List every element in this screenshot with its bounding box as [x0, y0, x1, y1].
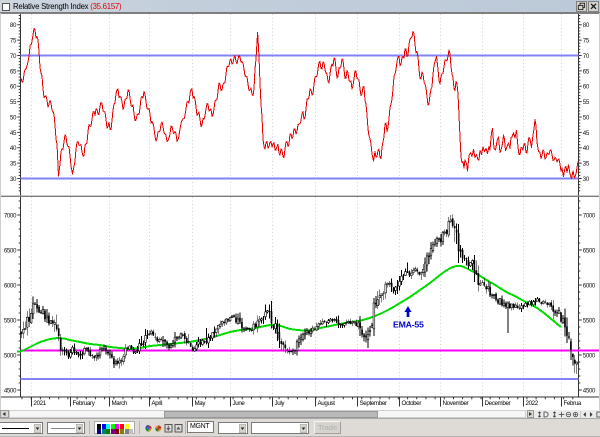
svg-text:September: September	[360, 400, 387, 407]
svg-text:35: 35	[10, 161, 17, 168]
svg-text:April: April	[152, 400, 163, 407]
svg-text:35: 35	[583, 161, 590, 168]
svg-text:80: 80	[10, 22, 17, 29]
svg-text:6000: 6000	[583, 282, 596, 289]
svg-text:6000: 6000	[4, 282, 17, 289]
svg-text:6500: 6500	[583, 247, 596, 254]
svg-text:40: 40	[583, 145, 590, 152]
svg-text:75: 75	[10, 38, 17, 45]
svg-text:July: July	[275, 400, 286, 407]
svg-text:August: August	[318, 400, 336, 407]
svg-text:2021: 2021	[34, 400, 47, 407]
svg-text:70: 70	[583, 53, 590, 60]
svg-text:December: December	[485, 400, 511, 407]
svg-text:March: March	[112, 400, 128, 407]
svg-text:5000: 5000	[583, 352, 596, 359]
svg-text:65: 65	[10, 68, 17, 75]
svg-text:45: 45	[583, 130, 590, 137]
svg-text:50: 50	[10, 114, 17, 121]
svg-text:55: 55	[583, 99, 590, 106]
svg-text:4500: 4500	[583, 387, 596, 394]
svg-text:60: 60	[10, 84, 17, 91]
svg-text:45: 45	[10, 130, 17, 137]
svg-text:Februa: Februa	[564, 400, 582, 407]
svg-text:75: 75	[583, 38, 590, 45]
svg-text:30: 30	[10, 176, 17, 183]
svg-text:6500: 6500	[4, 247, 17, 254]
svg-text:7000: 7000	[4, 212, 17, 219]
svg-text:7000: 7000	[583, 212, 596, 219]
svg-text:65: 65	[583, 68, 590, 75]
svg-text:5500: 5500	[4, 317, 17, 324]
svg-text:30: 30	[583, 176, 590, 183]
svg-text:4500: 4500	[4, 387, 17, 394]
svg-text:February: February	[73, 400, 96, 407]
svg-text:70: 70	[10, 53, 17, 60]
svg-text:55: 55	[10, 99, 17, 106]
svg-text:5000: 5000	[4, 352, 17, 359]
svg-text:EMA-55: EMA-55	[393, 320, 424, 330]
svg-text:June: June	[233, 400, 246, 407]
svg-text:2022: 2022	[526, 400, 539, 407]
svg-text:October: October	[402, 400, 422, 407]
svg-text:May: May	[195, 400, 207, 407]
svg-text:5500: 5500	[583, 317, 596, 324]
svg-text:November: November	[443, 400, 469, 407]
svg-text:40: 40	[10, 145, 17, 152]
svg-text:80: 80	[583, 22, 590, 29]
svg-text:60: 60	[583, 84, 590, 91]
svg-text:50: 50	[583, 114, 590, 121]
